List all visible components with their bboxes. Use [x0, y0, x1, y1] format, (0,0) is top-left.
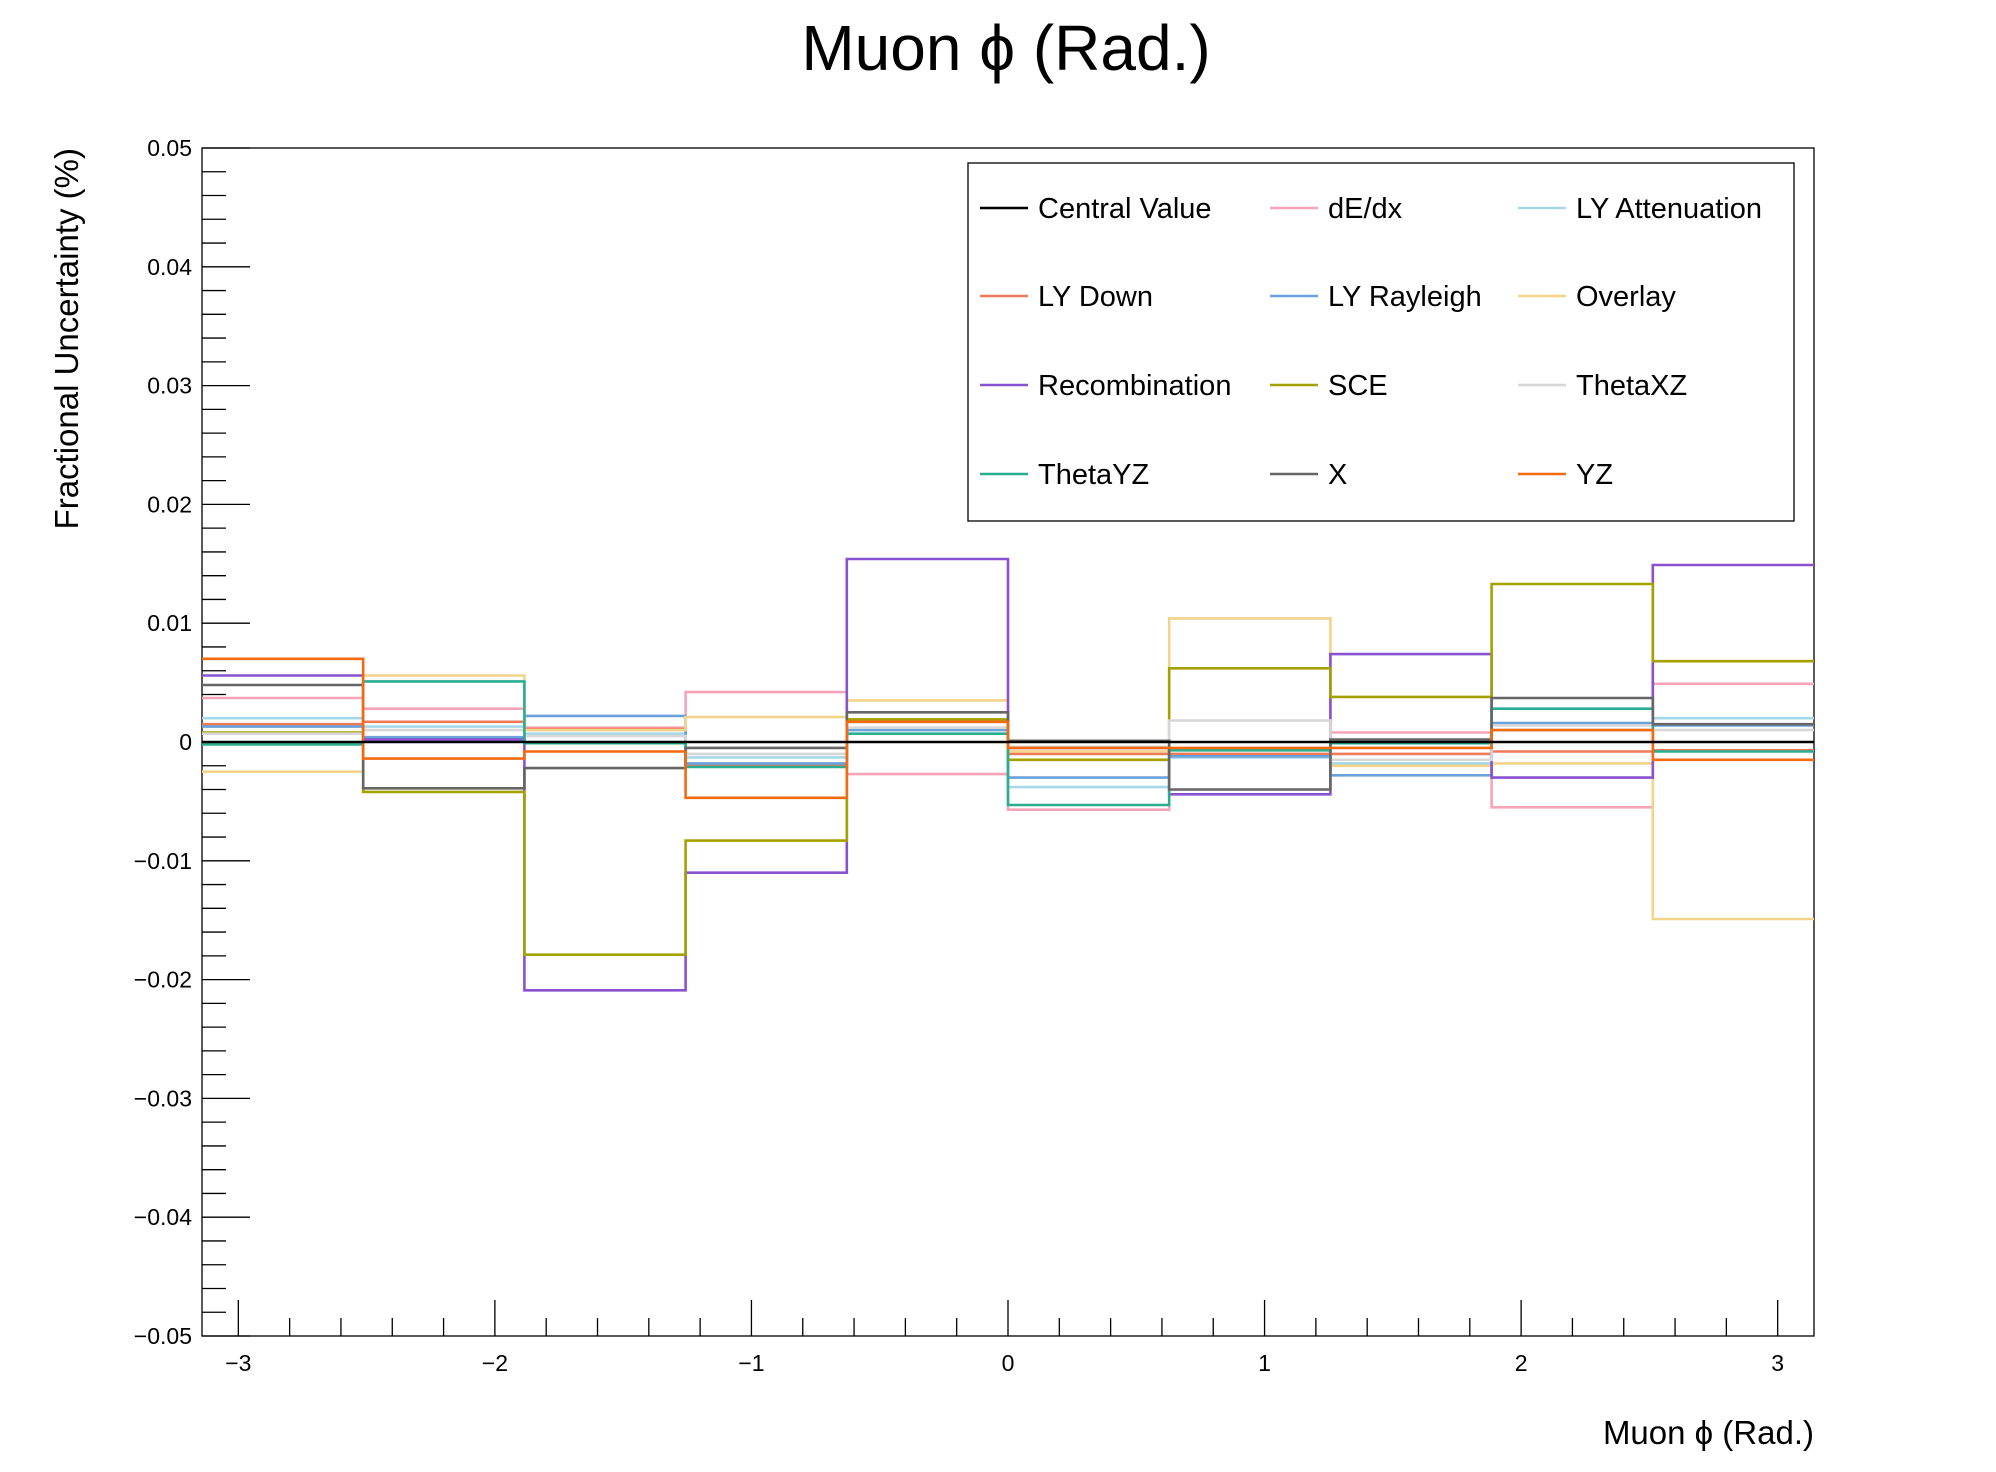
legend-label-overlay: Overlay	[1576, 281, 1676, 313]
legend-label-de-dx: dE/dx	[1328, 193, 1403, 225]
x-tick-label: −2	[482, 1350, 508, 1376]
x-tick-label: 1	[1258, 1350, 1271, 1376]
legend-label-x: X	[1328, 459, 1347, 491]
legend-label-central-value: Central Value	[1038, 193, 1212, 225]
x-tick-label: 3	[1771, 1350, 1784, 1376]
legend-label-ly-down: LY Down	[1038, 281, 1153, 313]
x-tick-label: −1	[738, 1350, 764, 1376]
chart-title: Muon ϕ (Rad.)	[801, 12, 1210, 84]
y-axis-title: Fractional Uncertainty (%)	[48, 148, 85, 529]
x-axis-title: Muon ϕ (Rad.)	[1603, 1414, 1814, 1451]
legend-label-recombination: Recombination	[1038, 370, 1231, 402]
legend-label-ly-rayleigh: LY Rayleigh	[1328, 281, 1482, 313]
y-tick-label: −0.02	[134, 967, 192, 993]
legend-label-sce: SCE	[1328, 370, 1388, 402]
y-tick-label: 0.04	[147, 254, 192, 280]
x-axis: −3 −2 −1 0 1 2 3	[225, 1300, 1784, 1376]
y-tick-label: 0.02	[147, 491, 192, 517]
legend-box	[967, 162, 1795, 522]
legend-label-thetayz: ThetaYZ	[1038, 459, 1149, 491]
y-tick-label: −0.03	[134, 1085, 192, 1111]
series-line-yz	[202, 657, 1814, 800]
x-tick-label: −3	[225, 1350, 251, 1376]
series-layer	[202, 557, 1814, 992]
x-tick-label: 0	[1002, 1350, 1015, 1376]
legend: Central Value dE/dx LY Attenuation LY Down L…	[967, 162, 1795, 522]
y-tick-label: 0.05	[147, 135, 192, 161]
y-axis: −0.05 −0.04 −0.03 −0.02 −0.01 0 0.01 0.02 0.03 0.…	[134, 135, 250, 1349]
legend-label-ly-attenuation: LY Attenuation	[1576, 193, 1762, 225]
y-tick-label: 0.03	[147, 373, 192, 399]
y-tick-label: 0	[179, 729, 192, 755]
legend-label-thetaxz: ThetaXZ	[1576, 370, 1687, 402]
y-tick-label: −0.04	[134, 1204, 192, 1230]
y-tick-label: 0.01	[147, 610, 192, 636]
legend-label-yz: YZ	[1576, 459, 1613, 491]
y-tick-label: −0.01	[134, 848, 192, 874]
x-tick-label: 2	[1515, 1350, 1528, 1376]
y-tick-label: −0.05	[134, 1323, 192, 1349]
